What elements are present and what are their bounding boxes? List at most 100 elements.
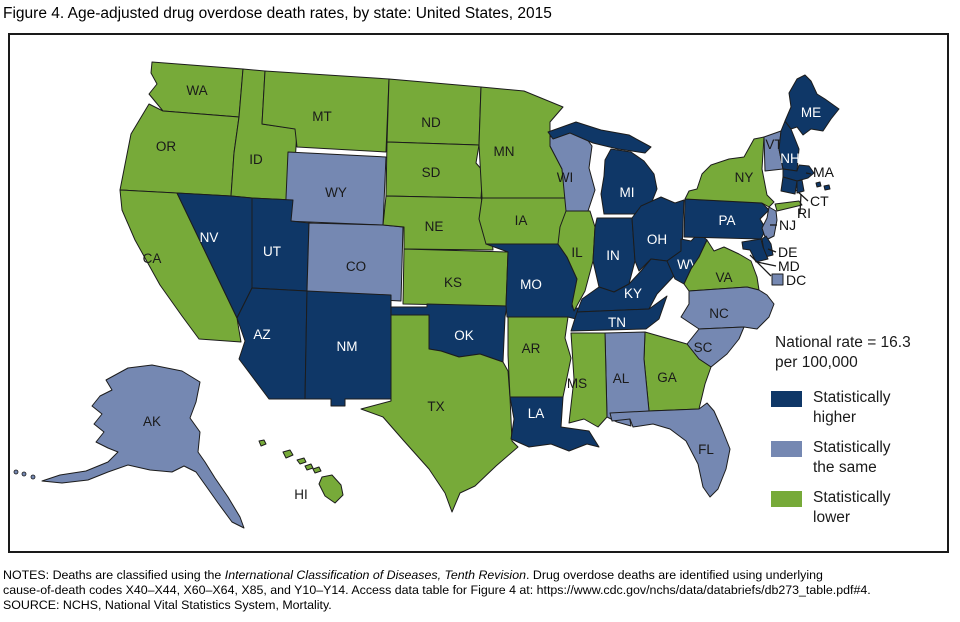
state-MD — [741, 238, 769, 263]
state-label-NE: NE — [425, 219, 444, 234]
state-label-KS: KS — [444, 275, 462, 290]
state-AZ — [236, 287, 308, 400]
state-NJ — [761, 206, 778, 241]
state-label-MD: MD — [778, 258, 800, 274]
state-IL — [557, 210, 596, 312]
state-label-MO: MO — [520, 277, 542, 292]
state-label-DC: DC — [786, 272, 806, 288]
state-DC — [771, 273, 784, 286]
state-label-SC: SC — [694, 340, 713, 355]
state-label-OR: OR — [156, 139, 177, 154]
state-label-AK: AK — [143, 414, 161, 429]
state-MI — [547, 121, 652, 154]
legend-swatch-higher — [771, 391, 802, 407]
state-TX — [360, 314, 519, 513]
state-MS — [568, 332, 608, 428]
state-label-GA: GA — [657, 370, 677, 385]
state-label-DE: DE — [778, 244, 797, 260]
state-label-IA: IA — [515, 213, 528, 228]
state-label-LA: LA — [528, 406, 545, 421]
state-label-IL: IL — [571, 245, 583, 260]
state-label-CT: CT — [810, 193, 829, 209]
state-label-WA: WA — [186, 83, 207, 98]
state-label-ME: ME — [801, 105, 821, 120]
state-ME — [784, 74, 840, 136]
state-label-SD: SD — [422, 165, 441, 180]
legend-label-same: Statistically the same — [813, 439, 891, 476]
state-label-CA: CA — [143, 251, 162, 266]
leader-line-MD — [756, 261, 777, 267]
state-label-FL: FL — [698, 442, 714, 457]
legend-label-lower: Statistically lower — [813, 489, 891, 526]
national-rate-note: National rate = 16.3 per 100,000 — [775, 333, 960, 373]
state-RI — [796, 179, 805, 194]
state-label-MN: MN — [494, 144, 515, 159]
state-label-PA: PA — [718, 213, 735, 228]
state-label-RI: RI — [797, 205, 811, 221]
state-label-NJ: NJ — [779, 217, 796, 233]
state-label-KY: KY — [624, 286, 642, 301]
leader-line-DC — [749, 254, 772, 277]
state-HI — [258, 439, 267, 447]
state-AK-island — [30, 474, 36, 480]
notes-line1: NOTES: Deaths are classified using the I… — [3, 568, 823, 582]
state-label-MA: MA — [813, 164, 835, 180]
source-line: SOURCE: NCHS, National Vital Statistics … — [3, 597, 332, 612]
state-MI-part1 — [600, 148, 658, 215]
state-label-HI: HI — [294, 487, 308, 502]
state-label-AR: AR — [522, 341, 541, 356]
leader-line-MA — [805, 172, 812, 175]
national-rate-line1: National rate = 16.3 — [775, 334, 911, 351]
legend-swatch-same — [771, 441, 802, 457]
state-label-OK: OK — [454, 328, 474, 343]
state-label-NV: NV — [200, 230, 219, 245]
map-frame — [8, 33, 949, 553]
state-label-MS: MS — [567, 376, 587, 391]
leader-line-RI — [799, 193, 802, 214]
state-label-NM: NM — [337, 339, 358, 354]
state-label-WI: WI — [557, 170, 574, 185]
state-label-NY: NY — [735, 170, 754, 185]
state-label-TX: TX — [427, 399, 444, 414]
state-OR — [119, 103, 240, 197]
state-label-MT: MT — [312, 109, 332, 124]
state-label-VT: VT — [765, 137, 782, 152]
state-label-ND: ND — [421, 115, 441, 130]
national-rate-line2: per 100,000 — [775, 354, 858, 371]
state-HI-part1 — [282, 449, 294, 459]
state-label-UT: UT — [263, 244, 281, 259]
state-HI-part2 — [296, 457, 307, 465]
state-TN — [570, 295, 668, 332]
state-label-OH: OH — [647, 232, 667, 247]
state-label-MI: MI — [620, 185, 635, 200]
state-CT — [780, 176, 798, 195]
legend-label-higher: Statistically higher — [813, 389, 891, 426]
state-label-VA: VA — [715, 270, 732, 285]
figure-title: Figure 4. Age-adjusted drug overdose dea… — [3, 5, 552, 22]
state-label-IN: IN — [606, 248, 620, 263]
state-label-NC: NC — [709, 306, 729, 321]
state-HI-part5 — [318, 474, 344, 504]
state-MA-part2 — [823, 184, 831, 191]
state-NY — [684, 136, 775, 208]
state-AK — [41, 364, 245, 529]
state-MA-part1 — [815, 181, 822, 188]
figure-notes: NOTES: Deaths are classified using the I… — [3, 568, 957, 612]
state-HI-part4 — [312, 466, 322, 474]
state-label-WY: WY — [325, 185, 347, 200]
state-AK-island — [21, 471, 27, 477]
leader-line-DE — [767, 248, 777, 253]
state-AR — [507, 316, 572, 398]
state-label-AL: AL — [613, 371, 630, 386]
state-label-ID: ID — [249, 152, 263, 167]
state-NY-part1 — [774, 200, 803, 212]
notes-line2: cause-of-death codes X40–X44, X60–X64, X… — [3, 582, 871, 597]
state-HI-part3 — [304, 463, 314, 471]
state-label-AZ: AZ — [253, 327, 270, 342]
state-NC — [680, 286, 775, 330]
state-AK-island — [13, 469, 19, 475]
state-LA — [509, 396, 600, 452]
state-label-CO: CO — [346, 259, 366, 274]
